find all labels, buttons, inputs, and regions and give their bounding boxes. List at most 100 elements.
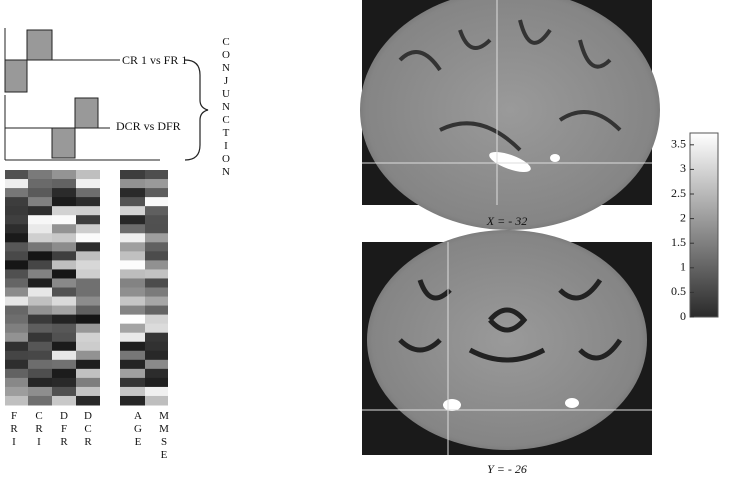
matrix-cell [5, 188, 28, 198]
matrix-cell [52, 368, 76, 379]
matrix-cell [28, 242, 52, 252]
matrix-cell [145, 287, 168, 298]
matrix-cell [120, 170, 145, 180]
matrix-cell [52, 206, 76, 216]
matrix-cell [120, 386, 145, 397]
column-label: DCR [82, 410, 94, 449]
matrix-cell [120, 179, 145, 189]
design-matrix [5, 170, 168, 406]
matrix-cell [52, 395, 76, 406]
matrix-cell [76, 251, 100, 261]
column-label: AGE [132, 410, 144, 449]
colorbar-tick-label: 3 [680, 161, 686, 175]
matrix-cell [145, 386, 168, 397]
matrix-cell [76, 323, 100, 334]
matrix-cell [5, 341, 28, 352]
colorbar-tick-label: 0 [680, 309, 686, 323]
matrix-cell [5, 323, 28, 334]
matrix-cell [28, 251, 52, 261]
matrix-cell [5, 386, 28, 397]
column-label: FRI [8, 410, 20, 449]
slice-caption: Y = - 26 [487, 462, 527, 476]
matrix-cell [28, 278, 52, 288]
matrix-cell [145, 188, 168, 198]
matrix-cell [28, 305, 52, 316]
matrix-cell [76, 296, 100, 307]
matrix-cell [5, 296, 28, 307]
matrix-cell [5, 197, 28, 207]
matrix-cell [5, 179, 28, 189]
matrix-cell [28, 188, 52, 198]
matrix-cell [76, 170, 100, 180]
matrix-cell [120, 395, 145, 406]
matrix-cell [76, 233, 100, 243]
matrix-cell [120, 224, 145, 234]
matrix-cell [120, 206, 145, 216]
matrix-cell [120, 305, 145, 316]
matrix-cell [52, 242, 76, 252]
matrix-cell [145, 242, 168, 252]
matrix-cell [28, 215, 52, 225]
matrix-cell [28, 314, 52, 325]
matrix-cell [145, 224, 168, 234]
matrix-cell [76, 332, 100, 343]
matrix-cell [120, 188, 145, 198]
matrix-cell [28, 350, 52, 361]
matrix-cell [120, 332, 145, 343]
matrix-cell [28, 260, 52, 270]
matrix-cell [76, 269, 100, 279]
matrix-cell [76, 305, 100, 316]
colorbar [689, 132, 719, 318]
matrix-cell [120, 233, 145, 243]
matrix-cell [28, 377, 52, 388]
colorbar-tick-label: 3.5 [671, 137, 686, 151]
matrix-cell [5, 215, 28, 225]
conjunction-label: CONJUNCTION [220, 36, 232, 179]
matrix-cell [5, 233, 28, 243]
brain-slice [362, 230, 652, 455]
matrix-cell [28, 233, 52, 243]
matrix-cell [5, 278, 28, 288]
matrix-cell [5, 377, 28, 388]
matrix-cell [5, 287, 28, 298]
matrix-cell [28, 206, 52, 216]
matrix-cell [52, 350, 76, 361]
colorbar-tick-label: 2 [680, 210, 686, 224]
matrix-cell [52, 359, 76, 370]
matrix-cell [145, 170, 168, 180]
matrix-cell [76, 278, 100, 288]
matrix-cell [145, 233, 168, 243]
matrix-cell [120, 260, 145, 270]
matrix-cell [76, 341, 100, 352]
matrix-cell [5, 206, 28, 216]
matrix-cell [52, 197, 76, 207]
matrix-cell [120, 215, 145, 225]
matrix-cell [145, 377, 168, 388]
matrix-cell [145, 359, 168, 370]
contrast-label: DCR vs DFR [116, 119, 181, 133]
matrix-cell [5, 224, 28, 234]
matrix-cell [52, 386, 76, 397]
matrix-cell [52, 215, 76, 225]
matrix-cell [76, 377, 100, 388]
matrix-cell [76, 224, 100, 234]
matrix-cell [76, 395, 100, 406]
matrix-cell [28, 269, 52, 279]
matrix-cell [28, 332, 52, 343]
column-label: CRI [33, 410, 45, 449]
matrix-cell [145, 341, 168, 352]
matrix-cell [76, 206, 100, 216]
matrix-cell [120, 341, 145, 352]
matrix-cell [52, 323, 76, 334]
matrix-cell [145, 206, 168, 216]
matrix-cell [52, 377, 76, 388]
matrix-cell [120, 251, 145, 261]
matrix-cell [120, 377, 145, 388]
matrix-cell [145, 269, 168, 279]
matrix-cell [120, 368, 145, 379]
matrix-cell [120, 197, 145, 207]
matrix-cell [145, 296, 168, 307]
matrix-cell [52, 332, 76, 343]
matrix-cell [145, 179, 168, 189]
